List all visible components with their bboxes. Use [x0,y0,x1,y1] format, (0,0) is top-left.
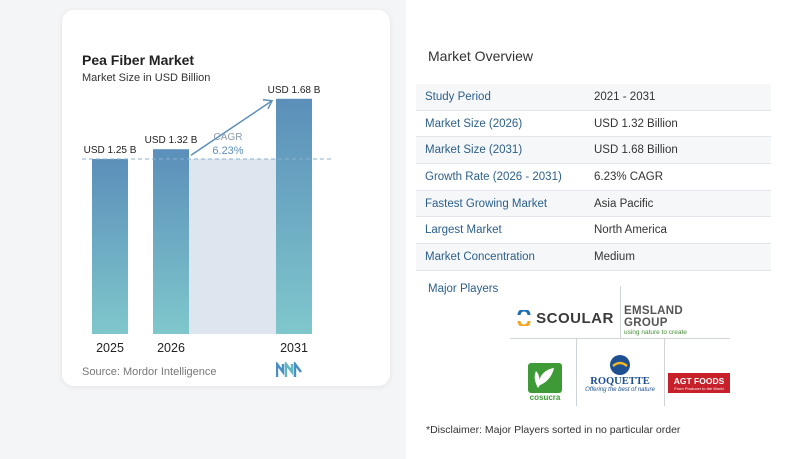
overview-key: Fastest Growing Market [425,197,548,210]
overview-row: Market Size (2031) USD 1.68 Billion [416,137,771,165]
agt-tagline: From Producer to the World [674,385,724,391]
bar-chart: USD 1.25 B USD 1.32 B USD 1.68 B 2025 2026 20… [82,85,332,355]
mordor-intelligence-logo-icon [276,362,302,377]
emsland-tagline: using nature to create [624,328,687,336]
overview-key: Largest Market [425,224,502,237]
emsland-wordmark: EMSLAND GROUP [624,304,683,329]
overview-value: 2021 - 2031 [594,90,656,103]
cosucra-wordmark: cosucra [529,392,561,402]
cagr-arrow-head [262,99,274,110]
overview-row: Market Concentration Medium [416,244,771,271]
overview-value: USD 1.68 Billion [594,144,678,157]
overview-value: Asia Pacific [594,197,654,210]
overview-value: 6.23% CAGR [594,170,664,183]
overview-row: Market Size (2026) USD 1.32 Billion [416,111,771,138]
emsland-group-logo: EMSLAND GROUP using nature to create [624,304,730,336]
market-overview-table: Study Period 2021 - 2031 Market Size (2026… [416,84,771,271]
x-tick-label-2031: 2031 [280,341,308,355]
logo-divider [576,338,577,406]
chart-source: Source: Mordor Intelligence [82,366,217,378]
disclaimer: *Disclaimer: Major Players sorted in no … [426,424,681,436]
cagr-label: CAGR [214,132,243,143]
bar-2026 [153,149,189,334]
overview-row: Fastest Growing Market Asia Pacific [416,190,771,218]
roquette-emblem-icon [610,354,630,375]
logo-divider [620,286,621,338]
overview-key: Market Size (2031) [425,144,523,157]
roquette-logo: ROQUETTE Offering the best of nature [578,342,662,404]
cagr-arrow-line [190,100,273,156]
chart-subtitle: Market Size in USD Billion [82,72,211,84]
cosucra-logo: cosucra [518,360,572,404]
bar-2025 [92,159,128,334]
bar-2031 [276,98,312,334]
scoular-mark-icon [517,310,531,326]
data-label-2025: USD 1.25 B [84,145,137,156]
overview-key: Market Size (2026) [425,117,523,130]
major-players-title: Major Players [428,283,499,295]
scoular-wordmark: SCOULAR [536,309,614,327]
growth-shade [189,159,276,334]
x-tick-label-2025: 2025 [96,341,124,355]
market-overview-title: Market Overview [428,48,534,64]
overview-key: Growth Rate (2026 - 2031) [425,170,562,183]
roquette-tagline: Offering the best of nature [585,386,655,393]
agt-foods-logo: AGT FOODS From Producer to the World [668,373,730,393]
major-players-logos: SCOULAR EMSLAND GROUP using nature to cr… [510,286,730,406]
x-tick-label-2026: 2026 [157,341,185,355]
agt-wordmark: AGT FOODS [673,375,725,386]
data-label-2031: USD 1.68 B [268,85,321,96]
roquette-wordmark: ROQUETTE [590,375,650,387]
overview-value: Medium [594,250,635,263]
overview-row: Growth Rate (2026 - 2031) 6.23% CAGR [416,164,771,191]
overview-row: Study Period 2021 - 2031 [416,84,771,111]
logo-divider [664,338,665,406]
overview-key: Market Concentration [425,250,535,263]
logo-divider [510,338,730,339]
data-label-2026: USD 1.32 B [145,135,198,146]
cosucra-leaf-icon [528,362,562,393]
cagr-value: 6.23% [212,145,243,157]
scoular-logo: SCOULAR [512,304,618,332]
chart-title: Pea Fiber Market [82,52,195,68]
overview-value: USD 1.32 Billion [594,117,678,130]
overview-key: Study Period [425,90,491,103]
overview-value: North America [594,224,667,237]
overview-row: Largest Market North America [416,217,771,245]
